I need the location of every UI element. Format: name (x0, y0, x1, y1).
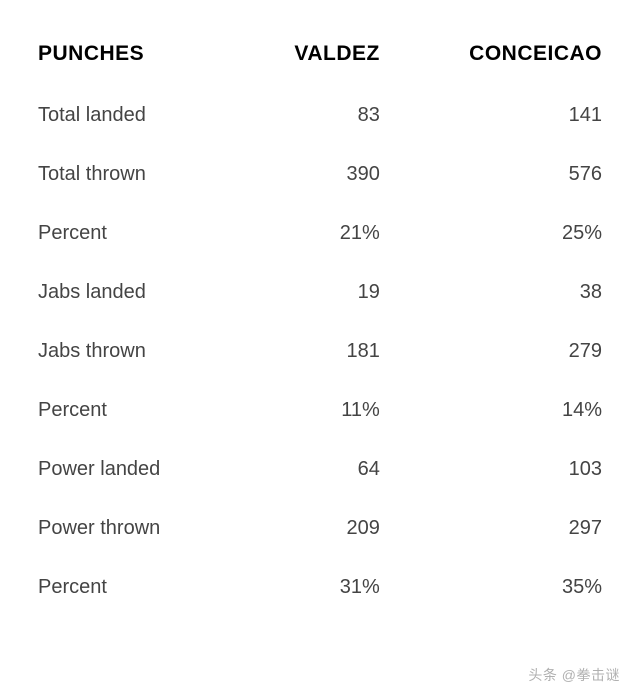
row-value-valdez: 209 (236, 499, 387, 558)
table-row: Jabs landed 19 38 (30, 263, 610, 322)
col-header-conceicao: CONCEICAO (388, 30, 610, 86)
table-row: Percent 21% 25% (30, 204, 610, 263)
table-row: Percent 11% 14% (30, 381, 610, 440)
row-label: Percent (30, 558, 236, 617)
row-value-valdez: 21% (236, 204, 387, 263)
row-value-conceicao: 38 (388, 263, 610, 322)
watermark-text: 头条 @拳击谜 (528, 665, 620, 685)
table-row: Power thrown 209 297 (30, 499, 610, 558)
punch-stats-table: PUNCHES VALDEZ CONCEICAO Total landed 83… (30, 30, 610, 617)
table-row: Jabs thrown 181 279 (30, 322, 610, 381)
row-value-valdez: 19 (236, 263, 387, 322)
row-value-valdez: 11% (236, 381, 387, 440)
row-label: Total landed (30, 86, 236, 145)
row-value-conceicao: 141 (388, 86, 610, 145)
table-body: Total landed 83 141 Total thrown 390 576… (30, 86, 610, 617)
row-label: Percent (30, 381, 236, 440)
table-row: Total thrown 390 576 (30, 145, 610, 204)
row-value-valdez: 83 (236, 86, 387, 145)
col-header-punches: PUNCHES (30, 30, 236, 86)
row-value-valdez: 181 (236, 322, 387, 381)
table-header-row: PUNCHES VALDEZ CONCEICAO (30, 30, 610, 86)
row-value-conceicao: 25% (388, 204, 610, 263)
row-label: Power thrown (30, 499, 236, 558)
row-value-conceicao: 279 (388, 322, 610, 381)
row-value-valdez: 31% (236, 558, 387, 617)
row-value-conceicao: 297 (388, 499, 610, 558)
row-value-valdez: 390 (236, 145, 387, 204)
punch-stats-table-container: PUNCHES VALDEZ CONCEICAO Total landed 83… (0, 0, 640, 637)
col-header-valdez: VALDEZ (236, 30, 387, 86)
table-row: Percent 31% 35% (30, 558, 610, 617)
row-value-conceicao: 576 (388, 145, 610, 204)
row-value-conceicao: 14% (388, 381, 610, 440)
table-row: Power landed 64 103 (30, 440, 610, 499)
row-label: Power landed (30, 440, 236, 499)
row-label: Jabs landed (30, 263, 236, 322)
row-label: Jabs thrown (30, 322, 236, 381)
row-value-valdez: 64 (236, 440, 387, 499)
table-row: Total landed 83 141 (30, 86, 610, 145)
row-value-conceicao: 35% (388, 558, 610, 617)
row-value-conceicao: 103 (388, 440, 610, 499)
row-label: Total thrown (30, 145, 236, 204)
row-label: Percent (30, 204, 236, 263)
